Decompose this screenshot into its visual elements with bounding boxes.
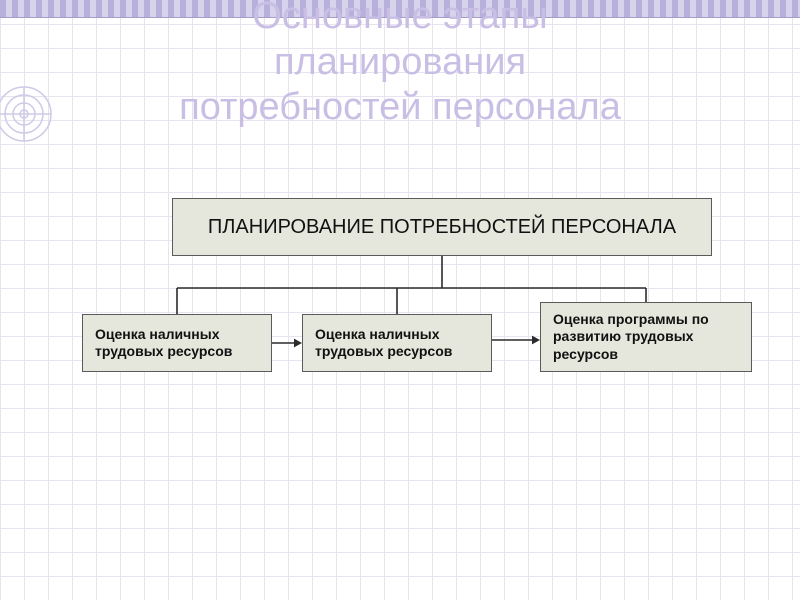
child-node-1-label: Оценка наличных трудовых ресурсов bbox=[95, 326, 259, 361]
child-node-3: Оценка программы по развитию трудовых ре… bbox=[540, 302, 752, 372]
child-node-3-label: Оценка программы по развитию трудовых ре… bbox=[553, 311, 739, 364]
root-node-label: ПЛАНИРОВАНИЕ ПОТРЕБНОСТЕЙ ПЕРСОНАЛА bbox=[208, 215, 676, 240]
title-line-1: Основные этапы bbox=[0, 0, 800, 40]
child-node-2: Оценка наличных трудовых ресурсов bbox=[302, 314, 492, 372]
slide-title: Основные этапы планирования потребностей… bbox=[0, 0, 800, 131]
child-node-2-label: Оценка наличных трудовых ресурсов bbox=[315, 326, 479, 361]
root-node: ПЛАНИРОВАНИЕ ПОТРЕБНОСТЕЙ ПЕРСОНАЛА bbox=[172, 198, 712, 256]
title-line-3: потребностей персонала bbox=[0, 85, 800, 131]
title-line-2: планирования bbox=[0, 40, 800, 86]
child-node-1: Оценка наличных трудовых ресурсов bbox=[82, 314, 272, 372]
